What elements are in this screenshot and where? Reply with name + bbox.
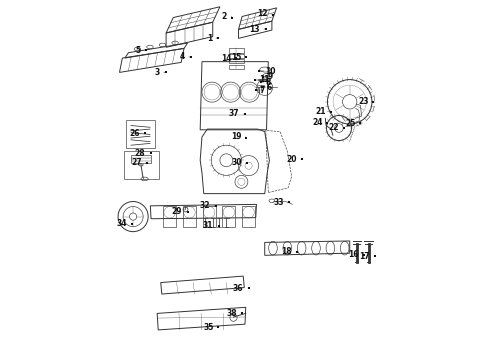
Text: 1: 1: [207, 34, 212, 43]
Text: 4: 4: [179, 52, 185, 61]
Text: 31: 31: [203, 221, 214, 230]
Text: 11: 11: [259, 76, 270, 85]
Text: 15: 15: [231, 53, 242, 62]
Text: 38: 38: [226, 309, 237, 318]
Text: 6: 6: [267, 83, 272, 92]
Text: 18: 18: [281, 247, 292, 256]
Text: 10: 10: [265, 67, 275, 76]
Text: 24: 24: [312, 118, 322, 127]
Text: 34: 34: [117, 219, 127, 228]
Bar: [163, 206, 176, 226]
Text: 27: 27: [131, 158, 142, 167]
Text: 22: 22: [328, 123, 339, 132]
Text: 3: 3: [154, 68, 160, 77]
Text: 7: 7: [259, 86, 265, 95]
Text: 8: 8: [265, 78, 270, 87]
Text: 17: 17: [359, 252, 370, 261]
Bar: [229, 54, 244, 58]
Text: 30: 30: [232, 158, 242, 167]
Text: 33: 33: [273, 198, 284, 207]
Text: 37: 37: [229, 109, 240, 118]
Bar: [124, 150, 159, 179]
Bar: [222, 206, 235, 226]
Bar: [229, 48, 244, 53]
Bar: [203, 206, 216, 226]
Text: 21: 21: [315, 107, 326, 116]
Bar: [229, 59, 244, 63]
Bar: [229, 64, 244, 69]
Text: 35: 35: [203, 323, 214, 332]
Text: 23: 23: [358, 96, 368, 105]
Text: 29: 29: [172, 207, 182, 216]
Text: 19: 19: [231, 132, 242, 141]
Bar: [131, 155, 151, 163]
Text: 14: 14: [221, 54, 231, 63]
Text: 26: 26: [130, 129, 140, 138]
Text: 32: 32: [199, 201, 210, 210]
Text: 2: 2: [222, 12, 227, 21]
Bar: [242, 206, 255, 226]
Text: 12: 12: [257, 9, 267, 18]
Text: 13: 13: [249, 25, 260, 34]
Text: 9: 9: [267, 72, 272, 81]
Text: 25: 25: [345, 119, 355, 128]
Text: 16: 16: [348, 250, 359, 259]
Bar: [126, 120, 155, 148]
Text: 36: 36: [233, 284, 243, 293]
Bar: [183, 206, 196, 226]
Text: 20: 20: [287, 155, 297, 164]
Text: 5: 5: [135, 46, 140, 55]
Text: 28: 28: [135, 149, 146, 158]
